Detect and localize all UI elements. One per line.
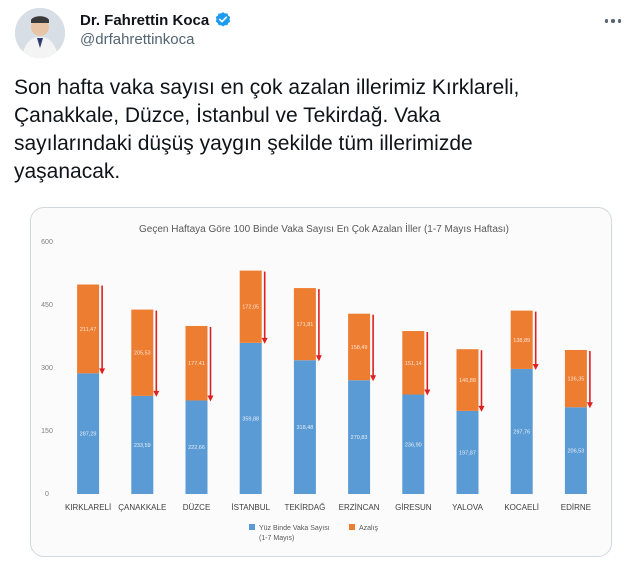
category-label: YALOVA — [452, 503, 483, 512]
bar-chart: Geçen Haftaya Göre 100 Binde Vaka Sayısı… — [41, 222, 593, 542]
bar-vaka — [293, 360, 316, 494]
more-options-icon[interactable] — [600, 12, 626, 30]
decrease-arrow-head — [532, 363, 539, 370]
data-label-azalis: 205,53 — [134, 351, 151, 357]
legend-swatch-orange — [349, 524, 355, 530]
decrease-arrow-head — [315, 355, 322, 362]
data-label-vaka: 222,66 — [188, 445, 205, 451]
bar-vaka — [510, 368, 533, 494]
bar-azalis — [185, 325, 208, 401]
data-label-vaka: 197,87 — [459, 450, 476, 456]
bars: 287,29 211,47 233,59 205,53 222,66 177,41 359,… — [77, 270, 593, 494]
data-label-vaka: 318,48 — [296, 425, 313, 431]
data-label-azalis: 146,88 — [459, 378, 476, 384]
bar-azalis — [402, 331, 425, 395]
data-label-vaka: 297,76 — [513, 429, 530, 435]
data-label-azalis: 211,47 — [80, 327, 96, 333]
category-label: KOCAELİ — [504, 503, 539, 512]
bar-azalis — [456, 349, 479, 411]
bar-azalis — [77, 284, 100, 374]
category-label: DÜZCE — [183, 503, 211, 512]
decrease-arrow-head — [207, 395, 214, 402]
y-tick-label: 450 — [41, 302, 53, 309]
author-name[interactable]: Dr. Fahrettin Koca — [80, 11, 210, 29]
data-label-vaka: 359,88 — [242, 416, 259, 422]
chart-title: Geçen Haftaya Göre 100 Binde Vaka Sayısı… — [139, 222, 509, 235]
bar-azalis — [564, 349, 587, 408]
author-name-row: Dr. Fahrettin Koca — [80, 11, 232, 29]
data-label-vaka: 287,29 — [80, 432, 97, 438]
decrease-arrow-head — [424, 389, 431, 396]
decrease-arrow-head — [370, 375, 377, 382]
data-label-vaka: 236,90 — [405, 442, 422, 448]
x-axis-categories: KIRKLARELİ ÇANAKKALE DÜZCE İSTANBUL TEKİRDAĞ… — [65, 503, 591, 512]
data-label-azalis: 177,41 — [188, 361, 205, 367]
chart-legend: Yüz Binde Vaka Sayısı (1-7 Mayıs) Azalış — [249, 524, 379, 542]
decrease-arrow-head — [478, 405, 485, 412]
category-label: İSTANBUL — [231, 503, 270, 512]
category-label: EDİRNE — [561, 503, 591, 512]
data-label-azalis: 138,89 — [513, 338, 530, 344]
data-label-azalis: 171,81 — [296, 322, 313, 328]
bar-vaka — [239, 342, 262, 494]
tweet-media-chart[interactable]: Geçen Haftaya Göre 100 Binde Vaka Sayısı… — [30, 207, 612, 557]
bar-vaka — [185, 400, 208, 494]
category-label: ÇANAKKALE — [118, 503, 166, 512]
y-tick-label: 300 — [41, 365, 53, 372]
decrease-arrow-head — [153, 390, 160, 397]
tweet-text: Son hafta vaka sayısı en çok azalan ille… — [14, 76, 520, 183]
data-label-azalis: 151,14 — [405, 361, 422, 367]
bar-vaka — [77, 373, 100, 494]
data-label-azalis: 136,35 — [567, 377, 584, 383]
author-handle[interactable]: @drfahrettinkoca — [80, 31, 195, 48]
y-axis: 0 150 300 450 600 — [41, 239, 53, 498]
legend-series-1-period: (1-7 Mayıs) — [259, 535, 294, 542]
data-label-vaka: 233,59 — [134, 443, 151, 449]
bar-azalis — [510, 310, 533, 369]
bar-azalis — [131, 309, 154, 396]
bar-azalis — [239, 270, 262, 343]
data-label-azalis: 172,05 — [242, 305, 259, 311]
y-tick-label: 600 — [41, 239, 53, 246]
bar-vaka — [348, 380, 371, 494]
author-avatar[interactable] — [15, 8, 65, 58]
category-label: TEKİRDAĞ — [284, 503, 325, 512]
decrease-arrow-head — [586, 402, 593, 409]
legend-series-1: Yüz Binde Vaka Sayısı — [259, 525, 330, 532]
decrease-arrow-head — [261, 337, 268, 344]
y-tick-label: 150 — [41, 428, 53, 435]
data-label-vaka: 270,83 — [351, 435, 368, 441]
legend-series-2: Azalış — [359, 525, 379, 532]
data-label-vaka: 206,53 — [567, 449, 584, 455]
verified-badge-icon — [216, 12, 231, 27]
bar-vaka — [564, 407, 587, 494]
bar-vaka — [402, 394, 425, 494]
bar-vaka — [131, 395, 154, 494]
bar-azalis — [348, 313, 371, 381]
category-label: ERZİNCAN — [339, 503, 380, 512]
category-label: KIRKLARELİ — [65, 503, 111, 512]
bar-vaka — [456, 410, 479, 494]
y-tick-label: 0 — [45, 491, 49, 498]
category-label: GİRESUN — [395, 503, 432, 512]
bar-azalis — [293, 288, 316, 361]
decrease-arrow-head — [99, 368, 106, 375]
data-label-azalis: 158,49 — [351, 345, 368, 351]
legend-swatch-blue — [249, 524, 255, 530]
avatar-photo — [15, 8, 65, 58]
